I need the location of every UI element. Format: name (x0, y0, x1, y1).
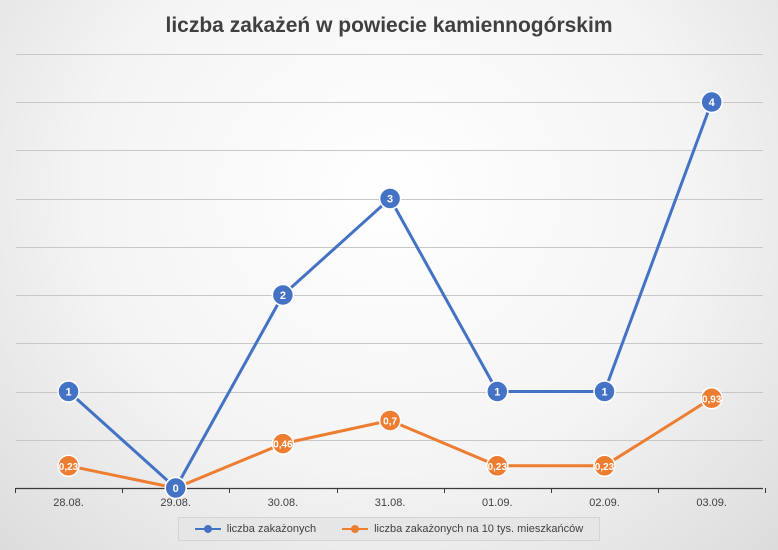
series-2-point-7 (700, 387, 723, 410)
x-tick-label-5: 01.09. (482, 497, 513, 509)
x-tick-label-2: 29.08. (160, 497, 191, 509)
legend-dot-series-1 (203, 525, 212, 533)
legend-dot-series-2 (351, 525, 360, 533)
series-2-point-1 (57, 454, 80, 478)
series-1-point-3 (271, 283, 295, 307)
series-1-data-label-6: 1 (601, 387, 607, 399)
series-1-point-5 (486, 380, 509, 403)
series-2-point-6 (593, 454, 616, 478)
series-1-data-label-7: 4 (709, 97, 716, 109)
legend-item-series-2[interactable]: liczba zakażonych na 10 tys. mieszkańców (342, 523, 583, 535)
x-tick-label-4: 31.08. (375, 497, 406, 509)
series-2-data-label-4: 0,7 (383, 416, 397, 427)
series-2-data-label-6: 0,23 (595, 462, 615, 473)
series-1-data-label-1: 1 (65, 387, 71, 399)
x-tick-label-3: 30.08. (268, 497, 299, 509)
series-1-data-label-4: 3 (387, 194, 393, 206)
legend-swatch-series-2 (342, 524, 369, 534)
x-tick-label-6: 02.09. (589, 497, 620, 509)
series-1-point-4 (378, 187, 402, 210)
series-1-data-label-3: 2 (280, 290, 286, 302)
series-2-point-4 (378, 409, 402, 432)
series-1-data-label-2: 0 (173, 483, 179, 495)
series-1-point-1 (57, 380, 80, 403)
series-1-point-6 (593, 380, 616, 403)
series-2-data-label-3: 0,46 (273, 440, 293, 451)
legend-swatch-series-1 (194, 524, 221, 534)
legend-item-series-1[interactable]: liczba zakażonych (194, 523, 317, 535)
x-tick-label-1: 28.08. (53, 497, 84, 509)
x-tick-label-7: 03.09. (696, 497, 727, 509)
legend: liczba zakażonych liczba zakażonych na 1… (178, 517, 600, 541)
plot-area: 28.08. 29.08. 30.08. 31.08. 01.09. 02.09. 03.0… (15, 54, 766, 509)
series-1-point-2 (164, 476, 187, 500)
series-2-point-5 (486, 454, 509, 478)
series-1-data-label-5: 1 (494, 387, 500, 399)
legend-label-series-2: liczba zakażonych na 10 tys. mieszkańców (374, 523, 584, 535)
series-2-point-3 (271, 432, 295, 455)
series-1-point-7 (700, 90, 723, 114)
series-2-data-label-5: 0,23 (488, 462, 508, 473)
chart-title: liczba zakażeń w powiecie kamiennogórski… (165, 14, 613, 37)
series-2-data-label-1: 0,23 (59, 462, 79, 473)
legend-label-series-1: liczba zakażonych (226, 523, 317, 535)
series-2-data-label-7: 0,93 (702, 394, 722, 405)
